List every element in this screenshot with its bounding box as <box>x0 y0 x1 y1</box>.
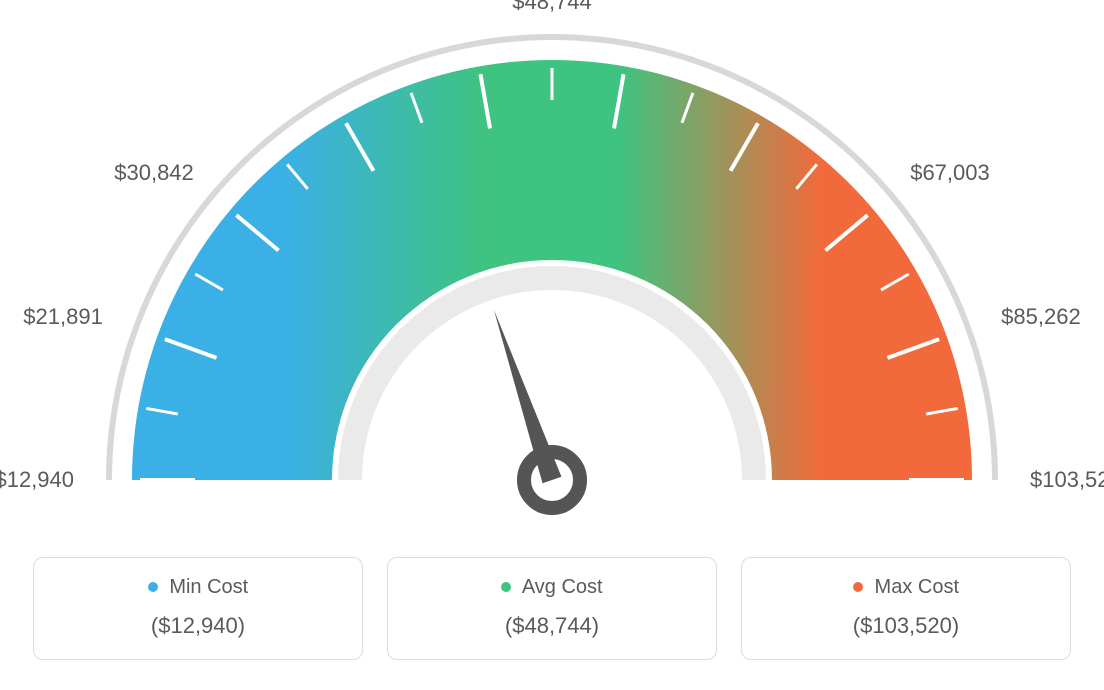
legend-card-min: Min Cost ($12,940) <box>33 557 363 660</box>
legend-value-avg: ($48,744) <box>398 613 706 639</box>
legend-title-avg: Avg Cost <box>398 576 706 599</box>
cost-gauge-chart: $12,940 $21,891 $30,842 $48,744 $67,003 $85,2… <box>0 0 1104 690</box>
legend-card-avg: Avg Cost ($48,744) <box>387 557 717 660</box>
gauge-scale-label: $67,003 <box>910 160 990 186</box>
legend-title-min: Min Cost <box>44 576 352 599</box>
legend-title-min-text: Min Cost <box>169 576 248 598</box>
gauge-scale-label: $21,891 <box>23 304 103 330</box>
gauge-scale-label: $30,842 <box>114 160 194 186</box>
legend-title-max-text: Max Cost <box>875 576 959 598</box>
dot-avg-icon <box>501 582 511 592</box>
gauge-svg <box>0 0 1104 540</box>
legend-title-avg-text: Avg Cost <box>522 576 603 598</box>
legend-value-max: ($103,520) <box>752 613 1060 639</box>
dot-max-icon <box>853 582 863 592</box>
legend-card-max: Max Cost ($103,520) <box>741 557 1071 660</box>
gauge-scale-label: $103,520 <box>1030 467 1104 493</box>
gauge-scale-label: $48,744 <box>512 0 592 15</box>
dot-min-icon <box>148 582 158 592</box>
legend-row: Min Cost ($12,940) Avg Cost ($48,744) Ma… <box>0 557 1104 660</box>
gauge-area: $12,940 $21,891 $30,842 $48,744 $67,003 $85,2… <box>0 0 1104 540</box>
gauge-scale-label: $12,940 <box>0 467 74 493</box>
gauge-scale-label: $85,262 <box>1001 304 1081 330</box>
legend-title-max: Max Cost <box>752 576 1060 599</box>
legend-value-min: ($12,940) <box>44 613 352 639</box>
